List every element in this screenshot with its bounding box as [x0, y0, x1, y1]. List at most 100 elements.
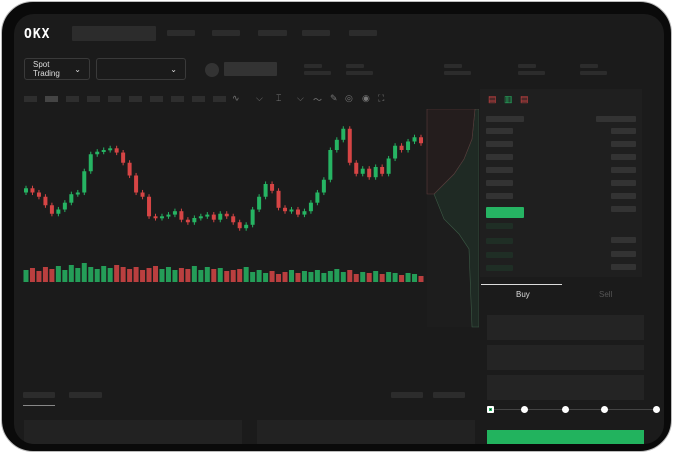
candle-body — [354, 162, 359, 174]
candle-body — [302, 211, 307, 215]
volume-bar — [75, 268, 81, 282]
tab-buy[interactable]: Buy — [516, 290, 530, 299]
search-bar[interactable] — [72, 26, 156, 41]
tab-sell[interactable]: Sell — [599, 290, 613, 299]
slider-step-75[interactable] — [601, 406, 608, 413]
chevron-icon[interactable]: ⌵ — [297, 93, 304, 103]
timeframe-button[interactable] — [66, 96, 79, 102]
slider-step-25[interactable] — [521, 406, 528, 413]
candle-body — [49, 205, 54, 214]
volume-bar — [282, 272, 288, 282]
nav-item[interactable] — [167, 30, 195, 36]
coin-icon — [205, 63, 219, 77]
asks-only-icon[interactable]: ▤ — [520, 94, 529, 104]
stat-label — [304, 64, 322, 68]
stat-value — [580, 71, 607, 75]
spot-trading-dropdown[interactable]: Spot Trading ⌄ — [24, 58, 90, 80]
timeframe-button[interactable] — [129, 96, 142, 102]
candle-body — [315, 192, 320, 203]
candle-body — [185, 219, 190, 223]
indicator-icon[interactable]: ∿ — [232, 93, 240, 103]
ask-amount — [611, 128, 636, 134]
slider-step-100[interactable] — [653, 406, 660, 413]
ask-price — [486, 141, 513, 147]
bid-price — [486, 223, 513, 229]
indicator-icon[interactable]: ⌶ — [276, 93, 282, 103]
volume-bar — [327, 271, 333, 282]
nav-item[interactable] — [212, 30, 240, 36]
candle-body — [43, 196, 48, 206]
tab-open-orders[interactable] — [23, 392, 55, 398]
price-input[interactable] — [487, 315, 644, 340]
volume-bar — [288, 270, 294, 282]
settings-icon[interactable]: ◉ — [362, 93, 370, 103]
timeframe-button[interactable] — [150, 96, 163, 102]
volume-bar — [250, 272, 256, 282]
filter-button[interactable] — [391, 392, 423, 398]
ask-price — [486, 193, 513, 199]
timeframe-button[interactable] — [45, 96, 58, 102]
active-tab-underline — [23, 405, 55, 406]
tab-history[interactable] — [69, 392, 102, 398]
candle-body — [283, 207, 288, 212]
amount-input[interactable] — [487, 345, 644, 370]
candle-body — [334, 139, 339, 150]
volume-bar — [353, 274, 359, 282]
candle-body — [289, 209, 294, 212]
both-sides-icon[interactable]: ▤ — [488, 94, 497, 104]
leverage-slider-track[interactable] — [491, 409, 657, 410]
ask-amount — [611, 141, 636, 147]
nav-item[interactable] — [349, 30, 377, 36]
candle-body — [62, 202, 67, 210]
fullscreen-icon[interactable]: ⛶ — [378, 93, 385, 103]
indicator-icon[interactable]: ⌵ — [256, 93, 263, 103]
pair-dropdown[interactable]: ⌄ — [96, 58, 186, 80]
candle-body — [412, 137, 417, 142]
bids-only-icon[interactable]: ▥ — [504, 94, 513, 104]
volume-bar — [243, 267, 249, 282]
volume-bar — [373, 271, 379, 282]
buy-button[interactable] — [487, 430, 644, 444]
stat-value — [444, 71, 471, 75]
candle-body — [257, 196, 262, 210]
volume-bar — [185, 269, 191, 282]
timeframe-button[interactable] — [87, 96, 100, 102]
slider-step-0[interactable] — [487, 406, 494, 413]
bid-amount — [611, 237, 636, 243]
candle-body — [276, 190, 281, 208]
slider-step-50[interactable] — [562, 406, 569, 413]
timeframe-button[interactable] — [108, 96, 121, 102]
ask-amount — [611, 167, 636, 173]
candle-body — [250, 209, 255, 225]
candle-body — [192, 218, 197, 223]
volume-bar — [55, 266, 61, 282]
volume-bar — [88, 267, 94, 282]
line-tool-icon[interactable]: 〜 — [313, 95, 323, 105]
more-button[interactable] — [433, 392, 465, 398]
volume-bar — [412, 274, 418, 282]
timeframe-button[interactable] — [171, 96, 184, 102]
orders-panel — [24, 420, 242, 444]
ask-amount — [611, 193, 636, 199]
candle-body — [69, 194, 74, 203]
volume-bar — [107, 268, 113, 282]
timeframe-button[interactable] — [213, 96, 226, 102]
candle-body — [134, 175, 139, 193]
timeframe-button[interactable] — [24, 96, 37, 102]
candlestick-chart[interactable] — [14, 109, 479, 369]
timeframe-button[interactable] — [192, 96, 205, 102]
okx-logo: OKX — [24, 27, 51, 42]
pencil-icon[interactable]: ✎ — [330, 93, 338, 103]
ask-price — [486, 128, 513, 134]
candle-body — [341, 128, 346, 140]
camera-icon[interactable]: ◎ — [345, 93, 353, 103]
volume-bar — [153, 266, 159, 282]
candle-body — [56, 209, 61, 214]
nav-item[interactable] — [258, 30, 287, 36]
nav-item[interactable] — [302, 30, 330, 36]
candle-body — [95, 151, 100, 155]
total-input[interactable] — [487, 375, 644, 400]
candle-body — [244, 224, 249, 229]
candle-body — [393, 145, 398, 159]
volume-bar — [334, 269, 340, 282]
